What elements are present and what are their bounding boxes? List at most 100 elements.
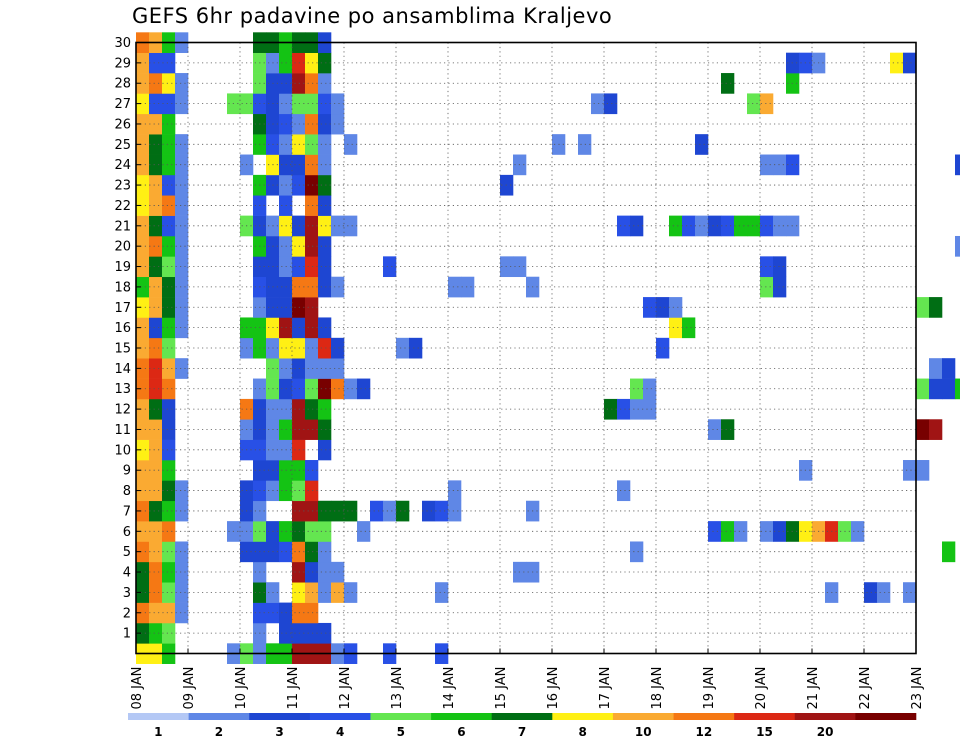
heatmap-cell [409, 337, 423, 359]
heatmap-cell [630, 215, 644, 237]
colorbar-label: 20 [817, 725, 834, 739]
heatmap-cell [136, 297, 150, 318]
heatmap-cell [669, 317, 683, 339]
heatmap-cell [149, 419, 163, 440]
colorbar-label: 3 [275, 725, 283, 739]
heatmap-cell [292, 480, 306, 502]
heatmap-cell [149, 561, 163, 583]
heatmap-cell [318, 337, 332, 359]
heatmap-cell [149, 276, 163, 298]
heatmap-cell [149, 256, 163, 278]
heatmap-cell [136, 378, 150, 400]
heatmap-cell [773, 521, 787, 542]
heatmap-cell [318, 52, 332, 74]
y-tick-label: 22 [114, 199, 131, 214]
heatmap-cell [903, 52, 917, 74]
heatmap-cell [630, 378, 644, 400]
heatmap-cell [318, 358, 332, 379]
heatmap-cell [162, 317, 176, 339]
x-tick-label: 19 JAN [702, 667, 717, 710]
heatmap-cell [292, 174, 306, 196]
y-tick-label: 16 [114, 321, 131, 336]
heatmap-cell [929, 419, 943, 440]
heatmap-cell [162, 622, 176, 644]
heatmap-cell [162, 582, 176, 603]
heatmap-cell [305, 582, 319, 603]
heatmap-cell [175, 276, 189, 298]
heatmap-cell [305, 378, 319, 400]
heatmap-cell [292, 297, 306, 318]
axis-ticks: 1234567891011121314151617181920212223242… [114, 36, 925, 710]
heatmap-cell [149, 297, 163, 318]
heatmap-cell [760, 276, 774, 298]
heatmap-cell [175, 256, 189, 278]
heatmap-cell [396, 500, 410, 522]
y-tick-label: 12 [114, 403, 131, 418]
heatmap-cell [318, 215, 332, 237]
heatmap-cell [318, 439, 332, 461]
heatmap-cell [162, 256, 176, 278]
heatmap-cell [136, 195, 150, 216]
heatmap-cell [305, 521, 319, 542]
y-tick-label: 3 [123, 586, 131, 601]
heatmap-cell [331, 378, 345, 400]
heatmap-cell [773, 215, 787, 237]
heatmap-cell [175, 317, 189, 339]
heatmap-cell [942, 378, 956, 400]
x-tick-label: 14 JAN [442, 667, 457, 710]
y-tick-label: 27 [114, 97, 131, 112]
heatmap-cell [162, 602, 176, 624]
heatmap-cell [175, 174, 189, 196]
heatmap-cell [149, 500, 163, 522]
heatmap-cell [136, 602, 150, 624]
heatmap-cell [318, 73, 332, 94]
heatmap-cell [162, 276, 176, 298]
colorbar-label: 4 [336, 725, 344, 739]
heatmap-cell [929, 378, 943, 400]
heatmap-cell [292, 561, 306, 583]
heatmap-cell [318, 154, 332, 176]
heatmap-cell [292, 378, 306, 400]
heatmap-cell [916, 297, 930, 318]
heatmap-cell [136, 582, 150, 603]
heatmap-cell [370, 500, 384, 522]
heatmap-cell [162, 93, 176, 115]
heatmap-cell [617, 398, 631, 420]
heatmap-cell [344, 582, 358, 603]
heatmap-cell [162, 174, 176, 196]
heatmap-cell [760, 154, 774, 176]
colorbar-label: 6 [457, 725, 465, 739]
heatmap-cell [773, 256, 787, 278]
heatmap-cell [305, 337, 319, 359]
heatmap-cell [136, 134, 150, 155]
heatmap-cell [149, 480, 163, 502]
heatmap-cell [175, 602, 189, 624]
heatmap-cell [149, 439, 163, 461]
heatmap-cell [175, 500, 189, 522]
heatmap-cell [318, 521, 332, 542]
heatmap-cell [305, 602, 319, 624]
heatmap-cell [149, 398, 163, 420]
colorbar-swatch [431, 713, 492, 720]
heatmap-cell [318, 582, 332, 603]
heatmap-cell [292, 73, 306, 94]
heatmap-cell [136, 439, 150, 461]
heatmap-cell [175, 154, 189, 176]
heatmap-cell [136, 256, 150, 278]
heatmap-cell [149, 541, 163, 563]
heatmap-cell [162, 460, 176, 481]
heatmap-cell [617, 480, 631, 502]
heatmap-cell [162, 215, 176, 237]
heatmap-cell [305, 52, 319, 74]
heatmap-cell [162, 73, 176, 94]
heatmap-cell [136, 113, 150, 135]
heatmap-cell [292, 134, 306, 155]
colorbar-swatch [673, 713, 735, 720]
y-tick-label: 6 [123, 525, 131, 540]
heatmap-cell [136, 622, 150, 644]
heatmap-cell [721, 419, 735, 440]
heatmap-cell [136, 398, 150, 420]
heatmap-cell [318, 134, 332, 155]
heatmap-cell [136, 358, 150, 379]
heatmap-cell [305, 215, 319, 237]
